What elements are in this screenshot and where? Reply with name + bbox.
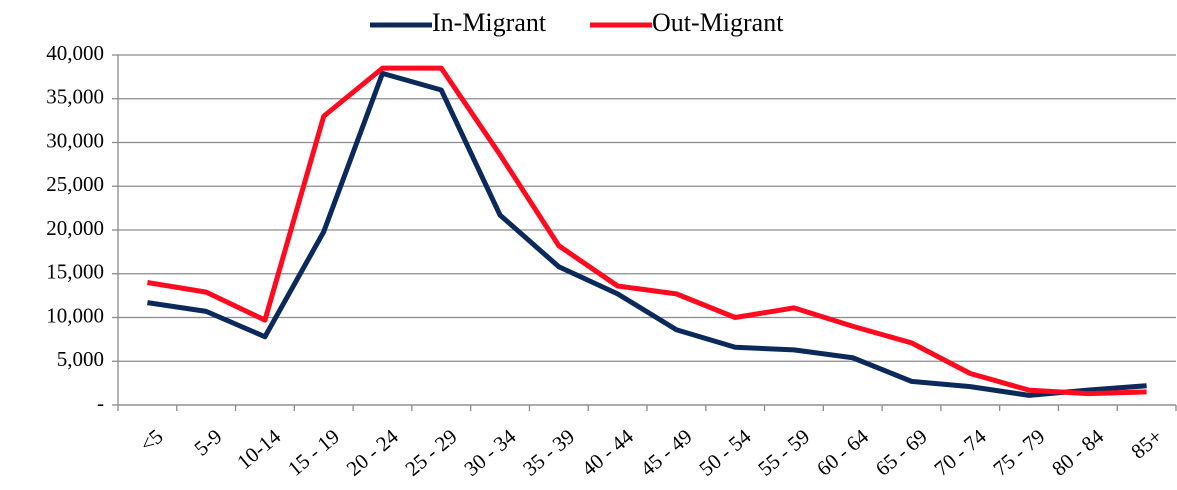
x-tick-label: <5: [135, 424, 168, 457]
x-tick-label: 55 - 59: [753, 424, 814, 481]
x-tick-label: 50 - 54: [694, 424, 755, 481]
y-tick-label: -: [97, 391, 104, 415]
y-tick-label: 30,000: [46, 128, 104, 152]
y-tick-label: 5,000: [57, 347, 104, 371]
x-tick-label: 20 - 24: [342, 424, 403, 481]
x-tick-label: 80 - 84: [1047, 424, 1108, 481]
x-tick-label: 85+: [1126, 424, 1167, 463]
data-line: [147, 70, 1147, 398]
x-tick-label: 5-9: [190, 424, 227, 460]
x-tick-label: 45 - 49: [636, 424, 697, 481]
y-tick-label: 25,000: [46, 172, 104, 196]
x-tick-label: 75 - 79: [988, 424, 1049, 481]
x-tick-label: 30 - 34: [459, 424, 520, 481]
y-tick-label: 40,000: [46, 41, 104, 65]
legend-label: In-Migrant: [432, 8, 547, 37]
x-tick-label: 15 - 19: [283, 424, 344, 481]
y-tick-label: 15,000: [46, 260, 104, 284]
x-tick-label: 70 - 74: [930, 424, 991, 481]
x-tick-label: 35 - 39: [518, 424, 579, 481]
legend-label: Out-Migrant: [652, 8, 784, 37]
x-tick-label: 25 - 29: [401, 424, 462, 481]
data-line: [146, 65, 1147, 397]
x-tick-label: 10-14: [232, 424, 285, 474]
x-tick-label: 40 - 44: [577, 424, 638, 481]
x-tick-label: 65 - 69: [871, 424, 932, 481]
y-tick-label: 20,000: [46, 216, 104, 240]
y-tick-label: 35,000: [46, 85, 104, 109]
y-tick-label: 10,000: [46, 303, 104, 327]
x-tick-label: 60 - 64: [812, 424, 873, 481]
